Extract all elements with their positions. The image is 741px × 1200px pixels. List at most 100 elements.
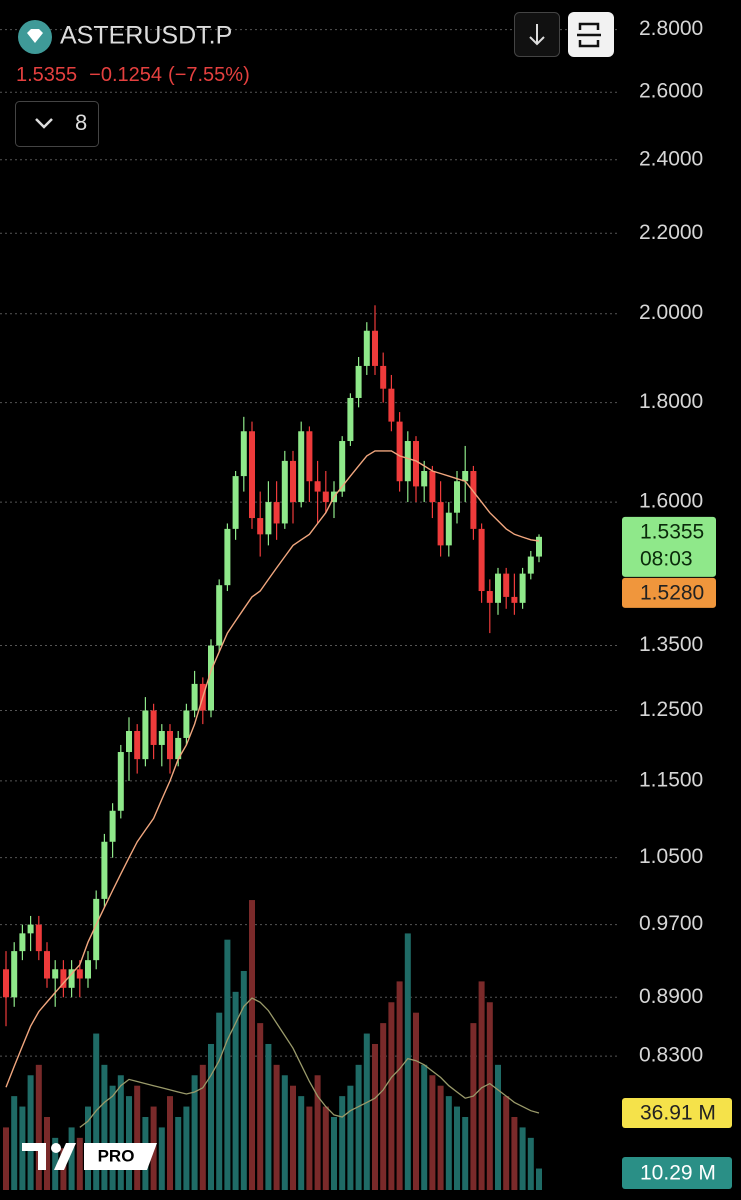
volume-ma-label: 36.91 M — [640, 1102, 716, 1125]
volume-bar — [240, 970, 247, 1190]
candle-body — [437, 502, 444, 546]
candle-body — [101, 841, 108, 899]
y-tick-label: 2.4000 — [639, 147, 703, 170]
y-tick-label: 2.2000 — [639, 221, 703, 244]
y-tick-label: 2.8000 — [639, 17, 703, 40]
candle-body — [404, 441, 411, 482]
candle-body — [224, 528, 231, 586]
candle-body — [372, 330, 378, 366]
tv-dot — [51, 1143, 61, 1153]
candle-body — [314, 481, 321, 492]
volume-bar — [35, 1064, 42, 1190]
candle-body — [363, 330, 370, 366]
candle-body — [11, 951, 18, 998]
volume-bar — [281, 1075, 288, 1190]
candle-body — [413, 441, 419, 487]
volume-bar — [363, 1033, 370, 1190]
volume-bar — [273, 1064, 280, 1190]
volume-bar — [199, 1064, 206, 1190]
volume-bar — [298, 1096, 305, 1190]
price-row: 1.5355 −0.1254 (−7.55%) — [16, 64, 250, 86]
volume-bar — [117, 1075, 124, 1190]
download-icon — [529, 24, 545, 46]
volume-bar — [421, 1064, 428, 1190]
candle-body — [93, 898, 100, 961]
indicators-count: 8 — [75, 110, 87, 135]
volume-bar — [134, 1085, 141, 1190]
volume-bar — [109, 1085, 116, 1190]
volume-bar — [183, 1106, 190, 1190]
y-tick-label: 1.0500 — [639, 845, 703, 868]
last-price-label: 1.5355 — [640, 520, 704, 543]
candle-body — [27, 924, 34, 934]
candle-body — [511, 596, 518, 603]
ma-line — [5, 450, 540, 1088]
candle-body — [306, 431, 313, 482]
volume-bar — [536, 1168, 542, 1190]
volume-bar — [158, 1127, 165, 1190]
candle-body — [347, 397, 354, 442]
volume-bar — [224, 939, 231, 1190]
y-tick-label: 1.8000 — [639, 390, 703, 413]
volume-bar — [495, 1064, 501, 1190]
candle-body — [273, 502, 280, 524]
volume-bar — [372, 1043, 378, 1190]
volume-bar — [191, 1075, 198, 1190]
volume-bar — [355, 1064, 362, 1190]
volume-bar — [462, 1116, 469, 1190]
volume-bar — [11, 1096, 18, 1190]
volume-bar — [27, 1075, 34, 1190]
candle-body — [109, 810, 116, 842]
volume-bar — [454, 1106, 460, 1190]
volume-bar — [527, 1137, 534, 1190]
volume-label: 10.29 M — [640, 1162, 716, 1185]
candle-body — [388, 388, 395, 422]
candle-body — [339, 441, 346, 492]
candle-body — [3, 969, 9, 998]
candle-body — [478, 528, 485, 592]
volume-bar — [249, 900, 255, 1190]
volume-bar — [257, 1023, 264, 1190]
volume-bar — [3, 1127, 9, 1190]
volume-bar — [339, 1096, 346, 1190]
volume-bar — [93, 1033, 100, 1190]
candle-body — [445, 512, 452, 546]
volume-bar — [101, 1064, 108, 1190]
price: 1.5355 — [16, 64, 77, 86]
volume-bar — [519, 1127, 526, 1190]
candle-body — [454, 481, 460, 513]
volume-bar — [216, 1012, 223, 1190]
y-tick-label: 0.9700 — [639, 912, 703, 935]
indicators-toggle[interactable] — [15, 101, 99, 147]
volume-bar — [265, 1043, 272, 1190]
candle-body — [429, 470, 436, 503]
candle-body — [396, 421, 403, 482]
volume-bar — [52, 1137, 59, 1190]
candle-body — [249, 431, 255, 519]
grid — [0, 29, 620, 1057]
volume-bar — [503, 1096, 510, 1190]
volume-bar — [404, 933, 411, 1190]
y-tick-label: 1.6000 — [639, 490, 703, 513]
change: −0.1254 — [89, 64, 162, 86]
candle-body — [421, 470, 428, 487]
candle-body — [76, 969, 83, 979]
candle-body — [380, 365, 387, 389]
candle-body — [60, 969, 67, 988]
candle-body — [355, 365, 362, 398]
volume-bar — [208, 1043, 214, 1190]
candle-body — [281, 460, 288, 524]
y-tick-label: 0.8900 — [639, 985, 703, 1008]
volume-bar — [290, 1085, 296, 1190]
volume-bar — [76, 1137, 83, 1190]
y-tick-label: 1.3500 — [639, 633, 703, 656]
volume-bar — [388, 1002, 395, 1190]
y-tick-label: 2.0000 — [639, 301, 703, 324]
tv-mark — [22, 1143, 46, 1170]
volume-bar — [175, 1116, 182, 1190]
ma-label-box — [622, 577, 716, 608]
candle-body — [495, 573, 501, 603]
symbol[interactable]: ASTERUSDT.P — [60, 22, 232, 50]
candle-body — [167, 730, 173, 760]
